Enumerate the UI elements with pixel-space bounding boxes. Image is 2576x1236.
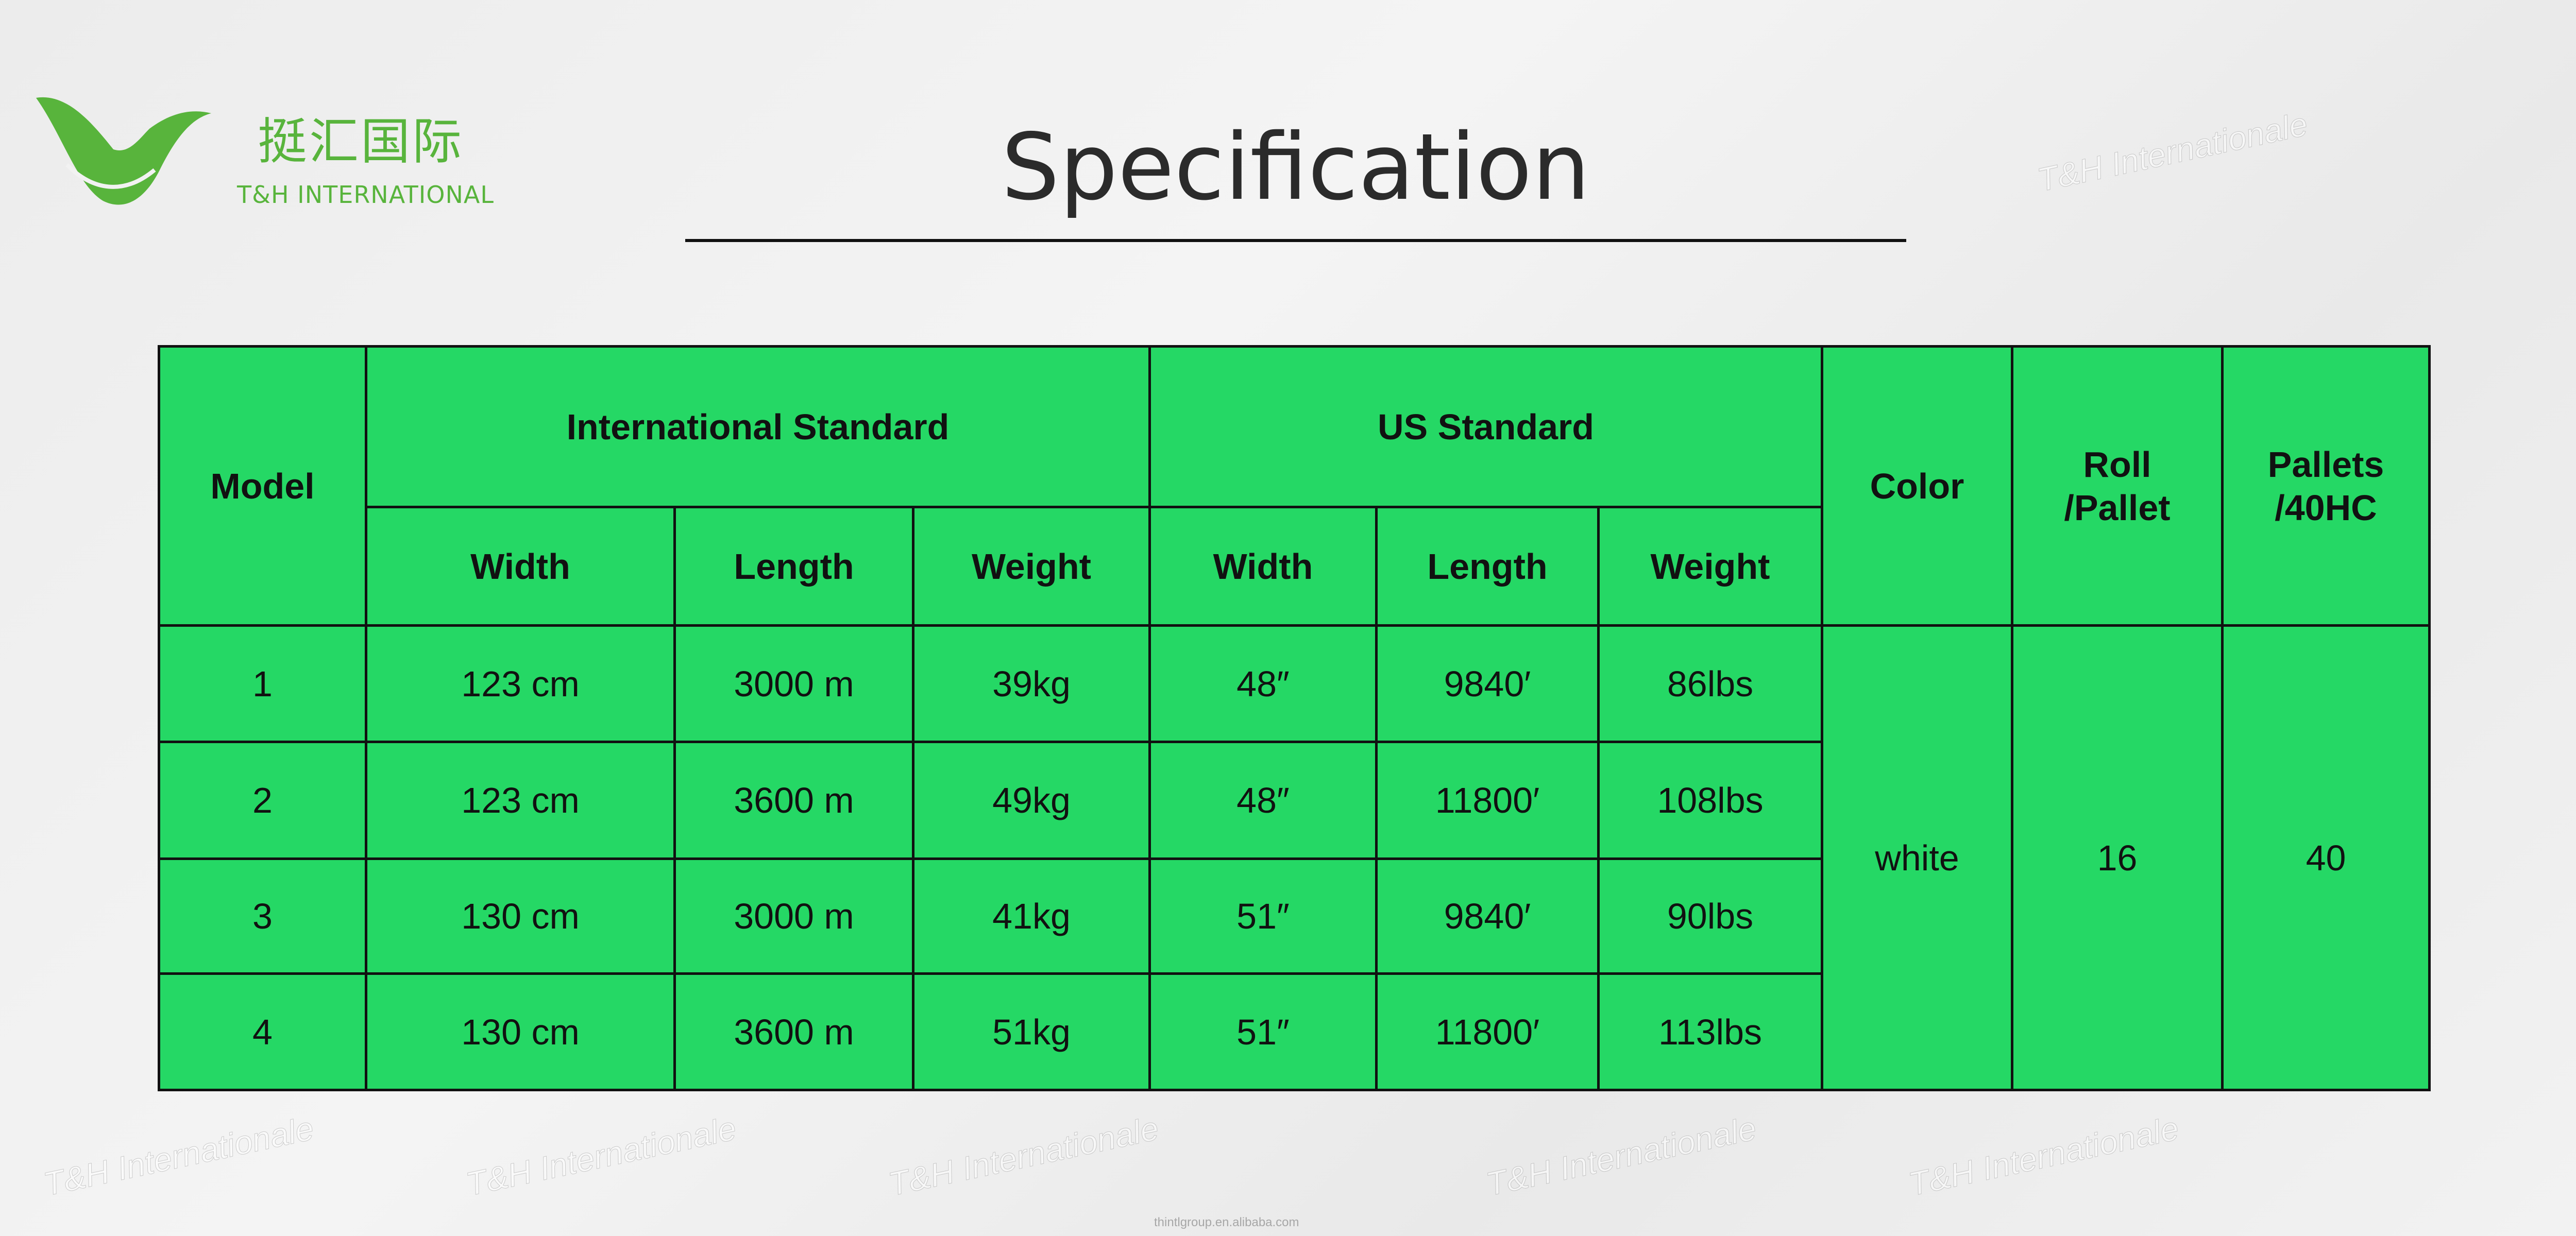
table-row: 3 130 cm 3000 m 41kg 51″ 9840′ 90lbs [158, 857, 2430, 975]
header-us-width: Width [1148, 506, 1378, 627]
cell-us-width: 48″ [1148, 741, 1378, 860]
cell-us-length: 11800′ [1375, 741, 1600, 860]
logo-chinese-text: 挺汇国际 [258, 113, 464, 170]
header-model: Model [158, 345, 367, 627]
watermark-text: T&H Internationale [885, 1109, 1162, 1203]
header-us-length: Length [1375, 506, 1600, 627]
cell-intl-weight: 39kg [912, 624, 1151, 743]
cell-intl-width: 123 cm [365, 624, 676, 743]
cell-intl-length: 3000 m [673, 857, 914, 975]
header-intl-width: Width [365, 506, 676, 627]
cell-model: 4 [158, 972, 367, 1091]
cell-model: 2 [158, 741, 367, 860]
header-us-standard: US Standard [1148, 345, 1823, 508]
table-row: 2 123 cm 3600 m 49kg 48″ 11800′ 108lbs [158, 741, 2430, 860]
table-row: 4 130 cm 3600 m 51kg 51″ 11800′ 113lbs [158, 972, 2430, 1091]
cell-color: white [1821, 624, 2013, 1091]
company-logo: 挺汇国际 T&H INTERNATIONAL [36, 93, 494, 216]
specification-table: Model International Standard US Standard… [158, 345, 2431, 1091]
table-row: 1 123 cm 3000 m 39kg 48″ 9840′ 86lbs whi… [158, 624, 2431, 1091]
cell-roll-per-pallet: 16 [2011, 624, 2224, 1091]
cell-us-weight: 86lbs [1597, 624, 1823, 743]
cell-us-length: 11800′ [1375, 972, 1600, 1091]
cell-us-weight: 108lbs [1597, 741, 1823, 860]
watermark-url: thintlgroup.en.alibaba.com [1154, 1215, 1299, 1229]
watermark-text: T&H Internationale [40, 1109, 317, 1203]
cell-us-length: 9840′ [1375, 857, 1600, 975]
cell-us-width: 51″ [1148, 857, 1378, 975]
watermark-text: T&H Internationale [1905, 1109, 2182, 1203]
title-divider [685, 239, 1906, 242]
header-intl-weight: Weight [912, 506, 1151, 627]
page-title: Specification [1001, 114, 1590, 220]
cell-intl-weight: 49kg [912, 741, 1151, 860]
cell-intl-weight: 51kg [912, 972, 1151, 1091]
watermark-text: T&H Internationale [463, 1109, 740, 1203]
header-color: Color [1821, 345, 2013, 627]
header-us-weight: Weight [1597, 506, 1823, 627]
cell-model: 1 [158, 624, 367, 743]
cell-intl-width: 130 cm [365, 972, 676, 1091]
leaf-logo-icon [36, 97, 211, 205]
watermark-text: T&H Internationale [2034, 105, 2311, 199]
logo-english-text: T&H INTERNATIONAL [237, 181, 494, 209]
header-intl-length: Length [673, 506, 914, 627]
cell-pallets-per-40hc: 40 [2221, 624, 2431, 1091]
header-roll-per-pallet: Roll /Pallet [2011, 345, 2224, 627]
header-pallets-per-40hc: Pallets /40HC [2221, 345, 2431, 627]
cell-intl-length: 3600 m [673, 741, 914, 860]
header-international-standard: International Standard [365, 345, 1151, 508]
cell-us-weight: 113lbs [1597, 972, 1823, 1091]
cell-intl-weight: 41kg [912, 857, 1151, 975]
cell-intl-width: 123 cm [365, 741, 676, 860]
cell-intl-width: 130 cm [365, 857, 676, 975]
cell-intl-length: 3600 m [673, 972, 914, 1091]
cell-us-width: 48″ [1148, 624, 1378, 743]
cell-us-weight: 90lbs [1597, 857, 1823, 975]
watermark-text: T&H Internationale [1483, 1109, 1760, 1203]
cell-model: 3 [158, 857, 367, 975]
cell-us-width: 51″ [1148, 972, 1378, 1091]
cell-intl-length: 3000 m [673, 624, 914, 743]
cell-us-length: 9840′ [1375, 624, 1600, 743]
